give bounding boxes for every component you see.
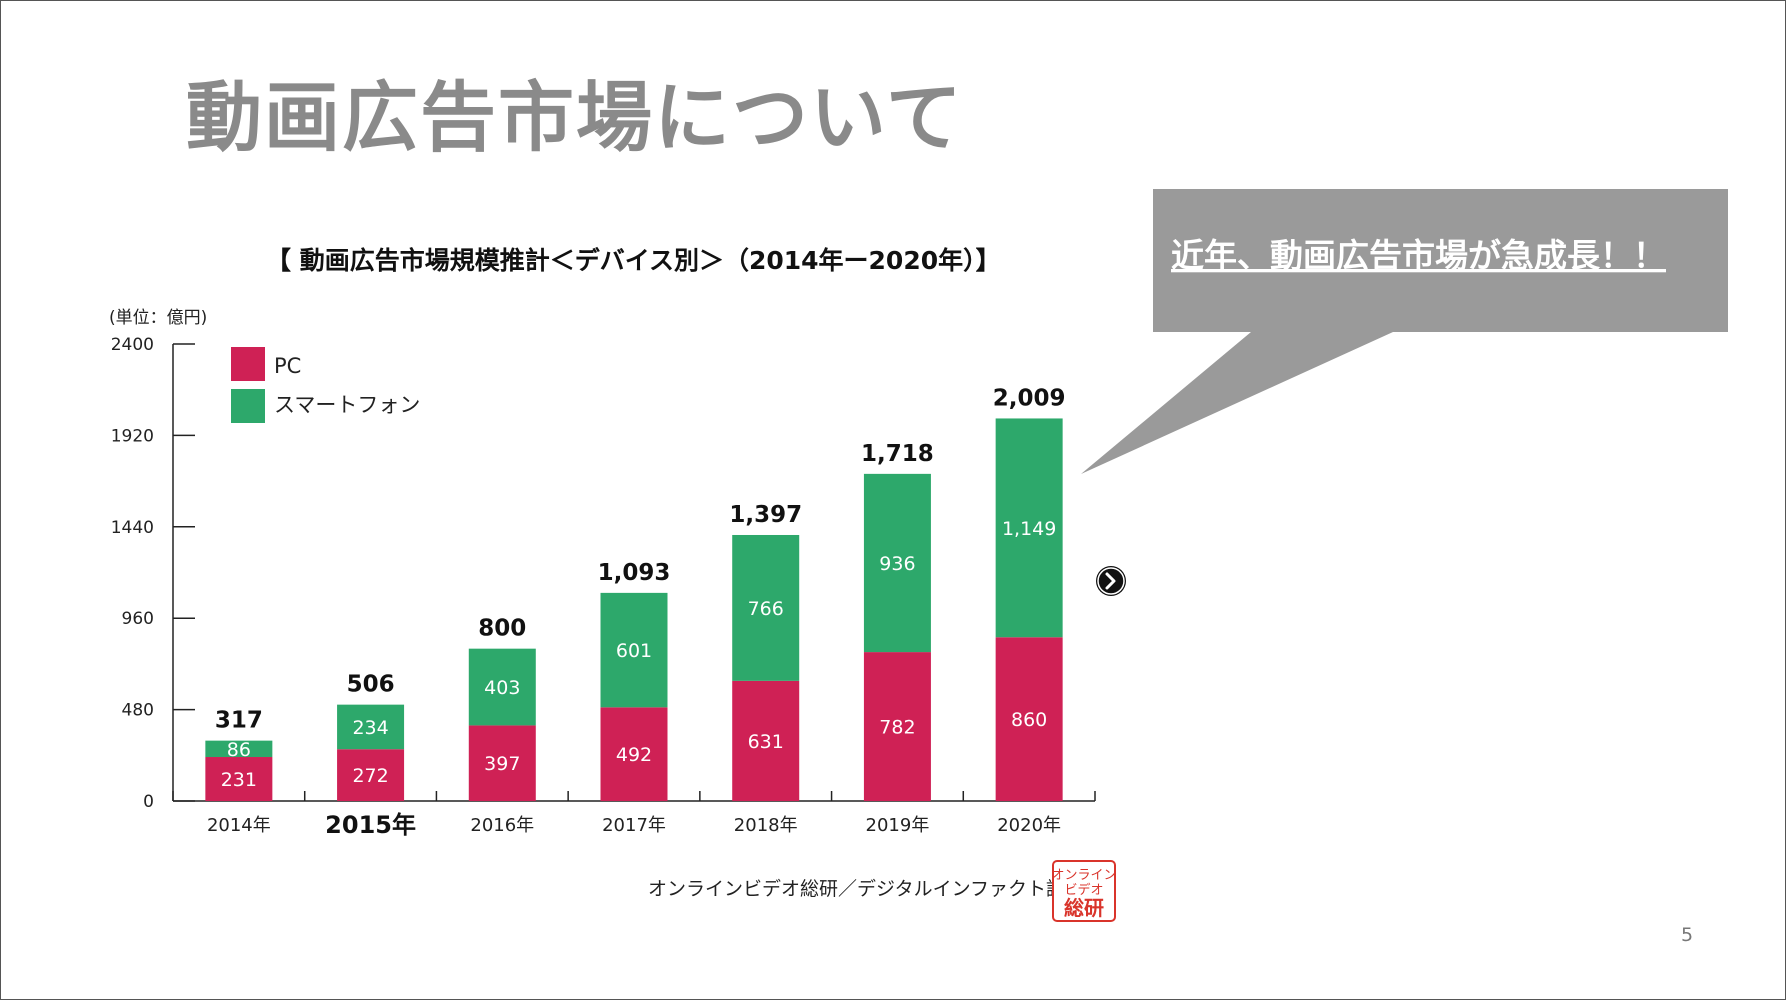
legend-swatch-pc (231, 347, 265, 381)
chart-title: 【 動画広告市場規模推計＜デバイス別＞（2014年ー2020年）】 (266, 246, 1001, 275)
data-label-smartphone: 86 (227, 739, 251, 761)
bar-pc (600, 707, 668, 801)
bar-pc (863, 652, 931, 801)
y-tick-label: 480 (122, 701, 154, 721)
bar-pc (468, 725, 536, 801)
data-label-total: 1,093 (598, 560, 671, 586)
data-label-smartphone: 403 (484, 677, 520, 699)
legend-label-pc: PC (274, 354, 301, 378)
x-tick-label: 2016年 (470, 815, 534, 836)
bar-smartphone (863, 473, 931, 653)
data-label-pc: 782 (879, 717, 915, 739)
page-number: 5 (1681, 924, 1694, 946)
data-label-pc: 272 (352, 765, 388, 787)
bar-smartphone (468, 648, 536, 726)
logo-border (1052, 860, 1116, 922)
data-label-pc: 631 (748, 731, 784, 753)
bar-smartphone (205, 740, 273, 758)
data-label-total: 800 (478, 616, 526, 642)
x-tick-label: 2018年 (734, 815, 798, 836)
data-label-total: 1,397 (729, 502, 802, 528)
x-tick-label: 2015年 (325, 811, 416, 839)
y-tick-label: 960 (122, 609, 154, 629)
callout: 近年、動画広告市場が急成長！！ (1081, 189, 1728, 474)
x-axis-ticks: 2014年 2015年 2016年 2017年 2018年 2019年 2020年 (172, 791, 1096, 839)
y-axis-ticks: 0 480 960 1440 1920 2400 (111, 335, 195, 812)
x-tick-label: 2020年 (997, 815, 1061, 836)
data-label-total: 2,009 (993, 385, 1066, 411)
x-tick-label: 2019年 (866, 815, 930, 836)
logo-line-2: ビデオ (1064, 882, 1103, 898)
chevron-right-circle-icon[interactable] (1096, 566, 1126, 596)
data-label-pc: 860 (1011, 709, 1047, 731)
data-label-total: 506 (347, 672, 395, 698)
bar-smartphone (995, 418, 1063, 638)
bar-pc (732, 680, 800, 801)
slide-title: 動画広告市場について (186, 73, 964, 162)
y-tick-label: 1920 (111, 426, 154, 446)
data-label-pc: 397 (484, 753, 520, 775)
data-label-pc: 492 (616, 744, 652, 766)
data-label-smartphone: 234 (352, 717, 388, 739)
bars: 231 86 317 272 234 506 397 403 800 492 601 1,093 631… (205, 385, 1066, 801)
legend-swatch-smartphone (231, 389, 265, 423)
data-label-pc: 231 (221, 769, 257, 791)
data-label-smartphone: 936 (879, 553, 915, 575)
data-label-total: 317 (215, 708, 263, 734)
logo-line-3: 総研 (1064, 896, 1104, 920)
bar-pc (337, 749, 405, 801)
logo-stamp: オンライン ビデオ 総研 (1051, 860, 1117, 922)
bar-pc (995, 637, 1063, 801)
logo-line-1: オンライン (1051, 868, 1116, 883)
legend: PC スマートフォン (231, 347, 420, 423)
data-label-smartphone: 1,149 (1002, 518, 1056, 540)
callout-bubble (1081, 189, 1728, 474)
bar-smartphone (732, 534, 800, 681)
legend-label-smartphone: スマートフォン (274, 393, 420, 417)
source-note: オンラインビデオ総研／デジタルインファクト調べ (648, 878, 1084, 900)
y-tick-label: 2400 (111, 335, 154, 355)
y-tick-label: 1440 (111, 518, 154, 538)
data-label-smartphone: 601 (616, 640, 652, 662)
y-tick-label: 0 (143, 792, 154, 812)
bar-smartphone (337, 704, 405, 750)
bar-pc (205, 757, 273, 801)
x-tick-label: 2017年 (602, 815, 666, 836)
data-label-smartphone: 766 (748, 598, 784, 620)
x-tick-label: 2014年 (207, 815, 271, 836)
data-label-total: 1,718 (861, 441, 934, 467)
unit-label: (単位：億円) (109, 308, 207, 328)
callout-text: 近年、動画広告市場が急成長！！ (1171, 236, 1666, 275)
bar-smartphone (600, 592, 668, 708)
